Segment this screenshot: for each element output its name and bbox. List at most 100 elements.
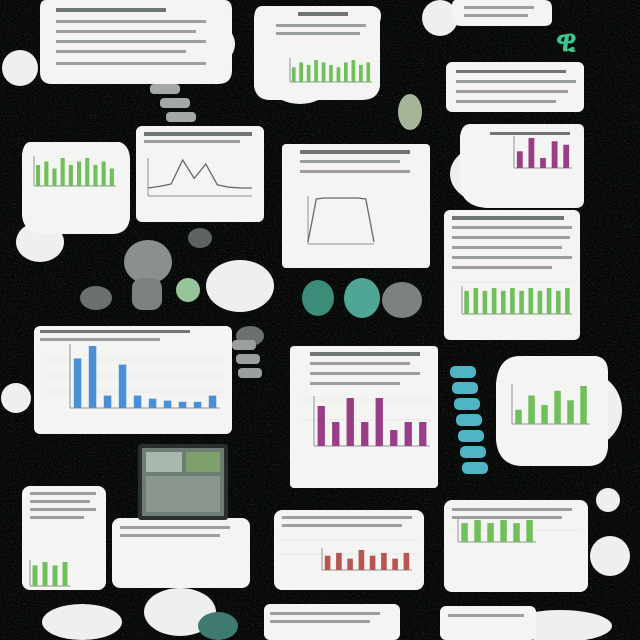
chart-lower-left-bars	[29, 560, 70, 587]
chart-bar	[62, 562, 68, 586]
chart-bar	[344, 62, 348, 82]
figure-green	[176, 278, 200, 302]
card	[136, 126, 264, 222]
card	[22, 142, 130, 234]
chart-bar	[516, 151, 523, 168]
chart-bar	[306, 64, 311, 82]
chart-bar	[510, 288, 515, 314]
chart-lower-center-red-bars	[321, 548, 412, 571]
chart-bar	[317, 406, 325, 446]
chart-center-plateau	[307, 196, 375, 245]
chart-bar	[464, 290, 469, 314]
inset-screen-panel	[146, 452, 182, 472]
chart-bar	[501, 290, 506, 314]
figure-grey	[80, 286, 112, 310]
chart-bar	[336, 552, 342, 570]
figure-grey	[188, 228, 212, 248]
blob	[206, 260, 274, 312]
chart-bar	[36, 165, 41, 186]
chart-bar	[567, 400, 574, 425]
chart-bar	[563, 144, 570, 168]
chart-bar	[519, 290, 524, 314]
chart-bar	[528, 288, 534, 314]
chart-bar	[88, 346, 97, 408]
chart-bar	[193, 401, 202, 408]
vertebra-stack	[450, 366, 488, 474]
chart-bar	[52, 565, 58, 586]
chart-bar	[528, 395, 535, 424]
chart-bar	[336, 67, 341, 82]
figure-teal	[198, 612, 238, 640]
blob	[1, 383, 31, 413]
chart-bar	[461, 523, 468, 542]
chart-bar	[482, 290, 488, 314]
figure-olive	[398, 94, 422, 130]
chart-bar	[491, 288, 497, 314]
chart-line	[307, 197, 375, 243]
chart-bar	[351, 60, 356, 82]
chart-bar	[487, 523, 494, 542]
card	[290, 346, 438, 488]
chart-bar	[419, 422, 427, 446]
chart-bar	[375, 398, 383, 446]
chart-bar	[68, 165, 73, 186]
chart-bar	[541, 405, 548, 424]
chart-bar	[299, 62, 303, 82]
chart-bar	[85, 158, 90, 186]
chart-bar	[52, 168, 57, 186]
chart-bar	[537, 290, 543, 314]
card	[34, 326, 232, 434]
chart-bar	[515, 409, 522, 425]
chart-bar	[528, 138, 535, 168]
chart-bar	[133, 395, 142, 408]
chart-layer	[29, 58, 590, 587]
chart-bar	[361, 422, 369, 446]
chart-bar	[366, 62, 371, 82]
chart-bar	[474, 520, 481, 542]
decor-figures	[80, 84, 534, 640]
blob	[42, 604, 122, 640]
chart-bar	[77, 161, 82, 186]
card	[282, 144, 430, 268]
inset-screen-panel	[146, 476, 220, 512]
chart-right-green-bars	[461, 286, 572, 315]
chart-bar	[93, 165, 98, 186]
chart-bar	[332, 422, 340, 446]
inset-screen-panel	[186, 452, 220, 472]
card	[274, 510, 424, 590]
blob	[596, 488, 620, 512]
chart-bar	[60, 158, 65, 186]
figure-grey	[132, 278, 162, 310]
chart-mid-right-mixed-bars	[511, 384, 590, 425]
chart-bar	[358, 550, 365, 570]
chart-bar	[554, 390, 561, 425]
chart-bar	[324, 555, 331, 570]
vertebra-stack	[150, 84, 196, 122]
chart-bar	[392, 558, 398, 570]
chart-bar	[556, 290, 561, 314]
card	[444, 210, 580, 340]
card	[254, 6, 381, 100]
figure-teal	[302, 280, 334, 316]
chart-bar	[44, 161, 49, 186]
chart-bar	[390, 430, 398, 446]
chart-bar	[551, 141, 558, 168]
chart-bar	[526, 520, 533, 542]
chart-bar	[403, 552, 410, 570]
card	[444, 500, 588, 592]
chart-upper-left-bars	[33, 156, 116, 187]
figure-grey	[124, 240, 172, 284]
card	[452, 0, 552, 26]
chart-top-center-bars	[289, 58, 372, 83]
vertebra-stack	[232, 340, 262, 378]
chart-bar	[42, 562, 48, 586]
card	[496, 356, 608, 466]
card-text-lines	[30, 6, 576, 623]
chart-bar	[208, 395, 217, 408]
figure-grey	[382, 282, 422, 318]
chart-bar	[73, 358, 82, 408]
chart-bar	[540, 158, 546, 168]
chart-bar	[109, 168, 114, 186]
figure-teal	[344, 278, 380, 318]
chart-bar	[291, 67, 296, 82]
